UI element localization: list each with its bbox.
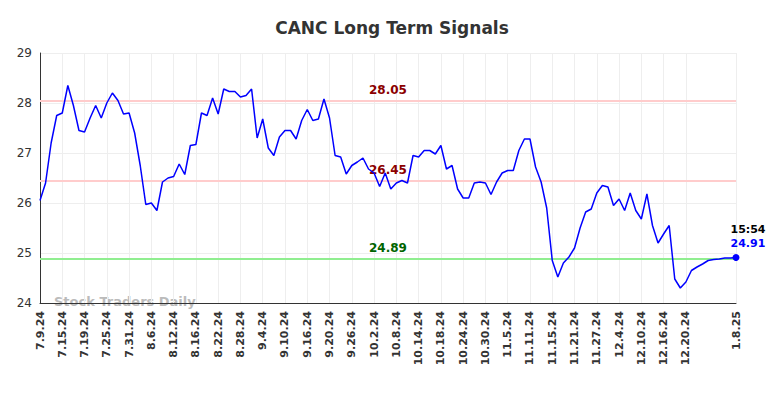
svg-text:29: 29 (17, 46, 32, 60)
svg-text:8.16.24: 8.16.24 (189, 311, 202, 358)
svg-text:24: 24 (17, 296, 32, 310)
svg-text:7.9.24: 7.9.24 (34, 311, 47, 350)
svg-text:24.89: 24.89 (369, 241, 407, 255)
svg-text:26.45: 26.45 (369, 162, 407, 177)
svg-text:8.6.24: 8.6.24 (145, 311, 158, 350)
svg-text:25: 25 (17, 246, 32, 260)
svg-text:11.21.24: 11.21.24 (568, 311, 581, 366)
svg-text:11.5.24: 11.5.24 (501, 311, 514, 358)
svg-text:8.28.24: 8.28.24 (234, 311, 247, 358)
svg-text:8.12.24: 8.12.24 (167, 311, 180, 358)
svg-text:27: 27 (17, 146, 32, 160)
svg-text:26: 26 (17, 196, 32, 210)
svg-text:11.27.24: 11.27.24 (590, 311, 603, 366)
svg-text:10.30.24: 10.30.24 (479, 311, 492, 366)
svg-text:10.14.24: 10.14.24 (412, 311, 425, 366)
svg-text:24.91: 24.91 (731, 237, 766, 250)
svg-text:10.18.24: 10.18.24 (434, 311, 447, 366)
svg-text:12.4.24: 12.4.24 (613, 311, 626, 358)
svg-text:9.26.24: 9.26.24 (345, 311, 358, 358)
svg-text:7.15.24: 7.15.24 (56, 311, 69, 358)
svg-text:11.15.24: 11.15.24 (546, 311, 559, 366)
svg-text:9.10.24: 9.10.24 (278, 311, 291, 358)
svg-text:28.05: 28.05 (369, 83, 407, 97)
svg-text:7.25.24: 7.25.24 (100, 311, 113, 358)
svg-text:10.8.24: 10.8.24 (390, 311, 403, 358)
svg-text:9.20.24: 9.20.24 (323, 311, 336, 358)
svg-text:11.11.24: 11.11.24 (523, 311, 536, 366)
svg-text:9.16.24: 9.16.24 (301, 311, 314, 358)
svg-text:12.20.24: 12.20.24 (679, 311, 692, 366)
svg-text:8.22.24: 8.22.24 (212, 311, 225, 358)
svg-text:7.31.24: 7.31.24 (123, 311, 136, 358)
svg-text:1.8.25: 1.8.25 (730, 311, 743, 350)
svg-text:15:54: 15:54 (731, 223, 766, 236)
svg-text:Stock Traders Daily: Stock Traders Daily (54, 294, 196, 309)
svg-text:10.24.24: 10.24.24 (457, 311, 470, 366)
svg-text:7.19.24: 7.19.24 (78, 311, 91, 358)
svg-text:9.4.24: 9.4.24 (256, 311, 269, 350)
svg-text:12.16.24: 12.16.24 (657, 311, 670, 366)
svg-text:10.2.24: 10.2.24 (368, 311, 381, 358)
svg-text:28: 28 (17, 96, 32, 110)
svg-text:12.10.24: 12.10.24 (635, 311, 648, 366)
svg-text:CANC Long Term Signals: CANC Long Term Signals (275, 18, 509, 38)
